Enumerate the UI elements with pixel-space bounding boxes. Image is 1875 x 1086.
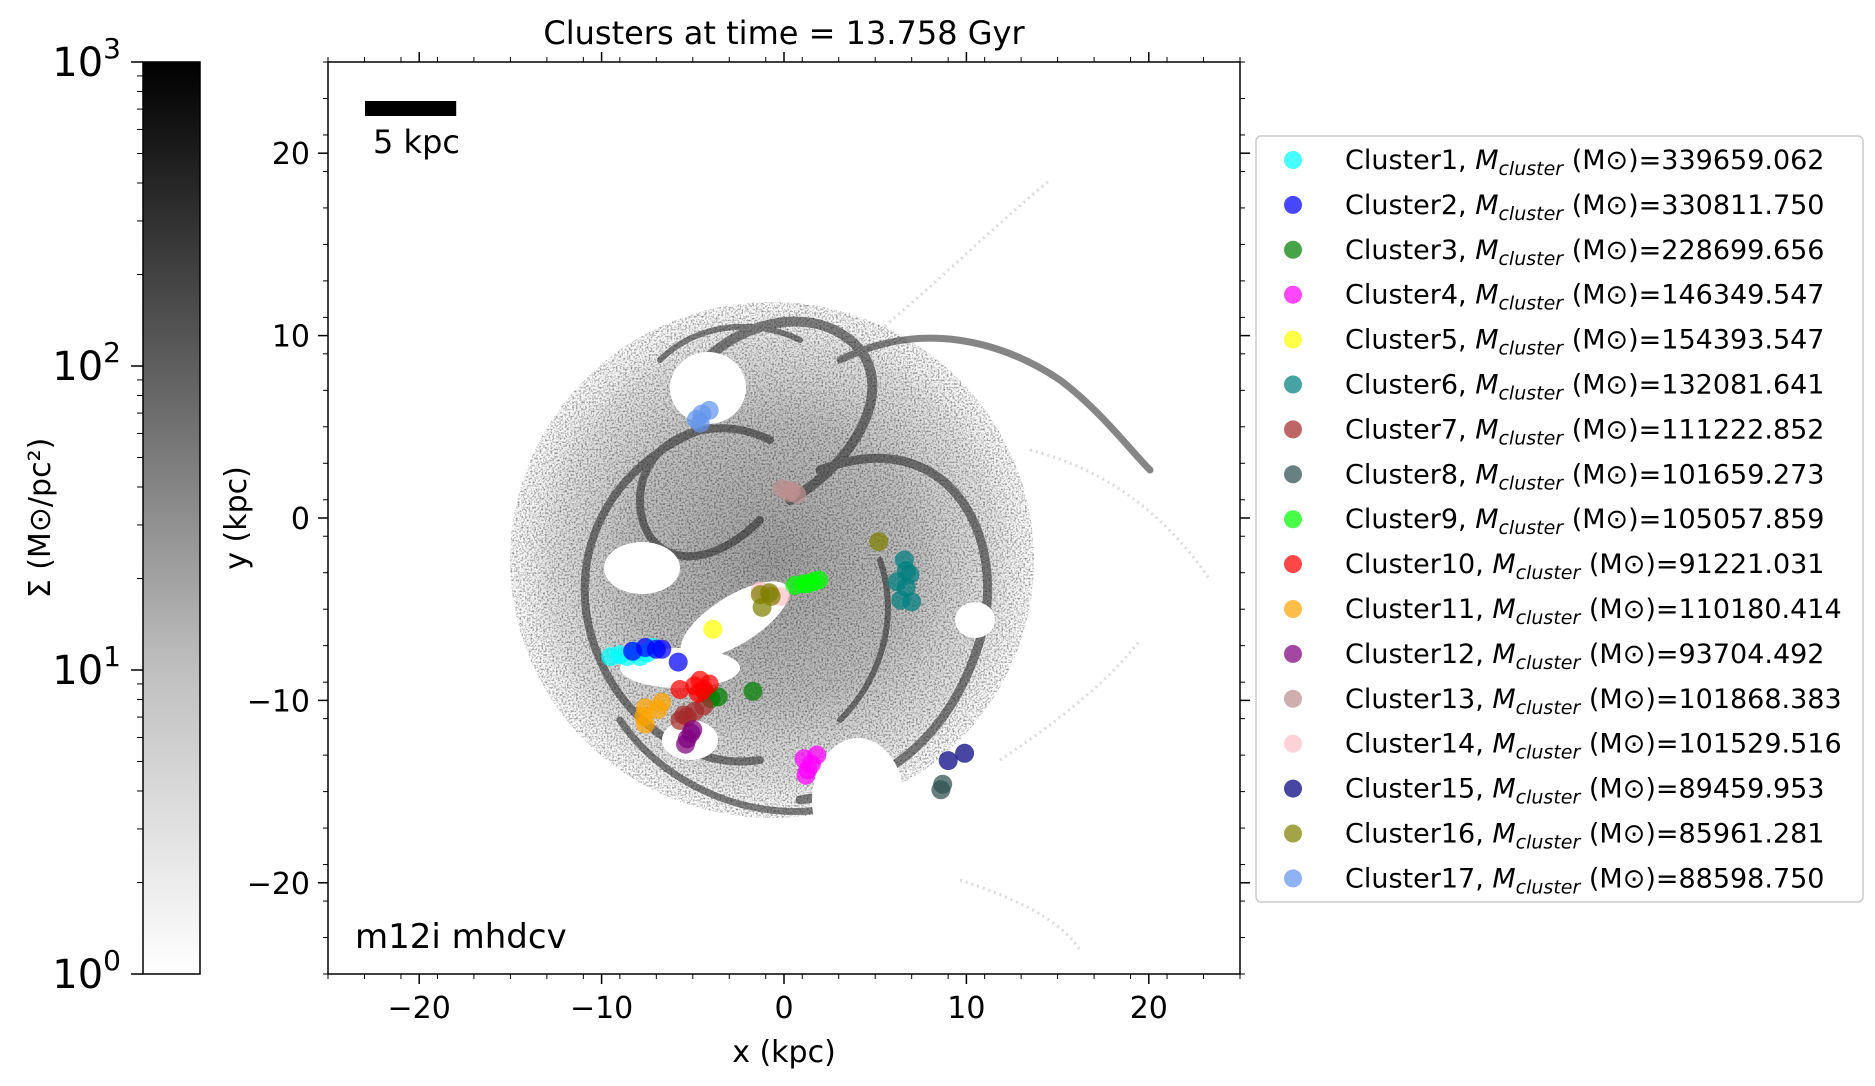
scale-bar-line <box>365 101 457 116</box>
y-axis-label: y (kpc) <box>219 466 254 570</box>
legend-marker-cluster13 <box>1284 689 1302 708</box>
legend-marker-cluster3 <box>1284 240 1302 259</box>
legend-marker-cluster5 <box>1284 330 1302 349</box>
legend-label-cluster7: Cluster7, Mcluster (M⊙)=111222.852 <box>1345 414 1825 449</box>
cluster-point-cluster10 <box>670 680 690 699</box>
legend-marker-cluster7 <box>1284 420 1302 439</box>
cluster-point-cluster6 <box>896 577 916 597</box>
cluster-point-cluster8 <box>933 774 953 794</box>
legend-label-cluster15: Cluster15, Mcluster (M⊙)=89459.953 <box>1345 774 1824 809</box>
legend-label-cluster5: Cluster5, Mcluster (M⊙)=154393.547 <box>1345 325 1825 360</box>
colorbar-tick-label: 102 <box>52 336 121 390</box>
x-axis-label: x (kpc) <box>732 1035 836 1070</box>
cluster-point-cluster9 <box>798 574 818 594</box>
legend-label-cluster3: Cluster3, Mcluster (M⊙)=228699.656 <box>1345 235 1825 270</box>
simulation-label: m12i mhdcv <box>355 917 567 957</box>
cluster-point-cluster4 <box>798 760 818 780</box>
y-tick-label: −20 <box>247 867 310 902</box>
legend-marker-cluster6 <box>1284 375 1302 394</box>
cluster-point-cluster2 <box>652 639 672 659</box>
legend-label-cluster11: Cluster11, Mcluster (M⊙)=110180.414 <box>1345 594 1842 629</box>
legend-marker-cluster2 <box>1284 195 1302 214</box>
legend-marker-cluster11 <box>1284 600 1302 618</box>
cluster-point-cluster4 <box>807 745 827 765</box>
legend-label-cluster1: Cluster1, Mcluster (M⊙)=339659.062 <box>1345 145 1825 180</box>
x-tick-label: 20 <box>1130 991 1168 1026</box>
legend-frame <box>1255 135 1864 903</box>
legend-marker-cluster17 <box>1284 869 1302 888</box>
cluster-point-cluster13 <box>781 481 801 501</box>
axis-ticks: −20 −10 0 10 20 −20 −10 0 10 20 <box>247 52 1250 1026</box>
legend-label-cluster12: Cluster12, Mcluster (M⊙)=93704.492 <box>1345 639 1824 674</box>
cluster-point-cluster12 <box>683 720 703 740</box>
legend-label-cluster14: Cluster14, Mcluster (M⊙)=101529.516 <box>1345 729 1842 764</box>
cluster-point-cluster7 <box>674 705 694 725</box>
legend-marker-cluster16 <box>1284 824 1302 843</box>
x-tick-label: 0 <box>774 991 793 1026</box>
y-tick-label: 0 <box>291 502 310 537</box>
legend-marker-cluster10 <box>1284 555 1302 574</box>
colorbar-tick-label: 103 <box>52 32 121 86</box>
cluster-points <box>601 400 975 800</box>
legend-marker-cluster14 <box>1284 734 1302 753</box>
chart-title: Clusters at time = 13.758 Gyr <box>543 14 1025 52</box>
legend-label-cluster8: Cluster8, Mcluster (M⊙)=101659.273 <box>1345 459 1825 494</box>
colorbar: 100 101 102 103 Σ (M⊙/pc²) <box>23 32 201 998</box>
x-tick-label: 10 <box>947 991 985 1026</box>
cluster-point-cluster3 <box>743 681 763 701</box>
legend-marker-cluster12 <box>1284 644 1302 663</box>
legend-label-cluster4: Cluster4, Mcluster (M⊙)=146349.547 <box>1345 280 1825 315</box>
colorbar-tick-label: 101 <box>52 640 121 694</box>
cluster-point-cluster16 <box>869 532 889 552</box>
y-tick-label: −10 <box>247 684 310 719</box>
legend-marker-cluster9 <box>1284 510 1302 529</box>
cluster-point-cluster17 <box>690 413 710 433</box>
legend-marker-cluster1 <box>1284 151 1302 169</box>
legend: Cluster1, Mcluster (M⊙)=339659.062 Cluste… <box>1255 135 1864 903</box>
x-tick-label: −10 <box>570 991 633 1026</box>
cluster-point-cluster16 <box>761 586 781 606</box>
legend-marker-cluster4 <box>1284 285 1302 304</box>
legend-label-cluster2: Cluster2, Mcluster (M⊙)=330811.750 <box>1345 190 1825 225</box>
scale-bar: 5 kpc <box>365 101 460 161</box>
cluster-point-cluster2 <box>668 652 688 672</box>
legend-marker-cluster15 <box>1284 779 1302 798</box>
cluster-point-cluster15 <box>955 743 975 763</box>
legend-label-cluster9: Cluster9, Mcluster (M⊙)=105057.859 <box>1345 504 1825 539</box>
colorbar-tick-label: 100 <box>52 944 121 998</box>
galaxy-density-map <box>510 178 1212 951</box>
legend-marker-cluster8 <box>1284 465 1302 484</box>
plot-area: 5 kpc m12i mhdcv <box>327 61 1241 975</box>
legend-label-cluster10: Cluster10, Mcluster (M⊙)=91221.031 <box>1345 549 1824 584</box>
y-tick-label: 20 <box>272 137 310 172</box>
legend-label-cluster16: Cluster16, Mcluster (M⊙)=85961.281 <box>1345 819 1824 854</box>
colorbar-ticks: 100 101 102 103 <box>52 32 143 998</box>
legend-items: Cluster1, Mcluster (M⊙)=339659.062 Cluste… <box>1284 145 1842 898</box>
colorbar-label: Σ (M⊙/pc²) <box>23 438 58 599</box>
cluster-point-cluster11 <box>652 692 672 712</box>
legend-label-cluster13: Cluster13, Mcluster (M⊙)=101868.383 <box>1345 684 1842 719</box>
legend-label-cluster6: Cluster6, Mcluster (M⊙)=132081.641 <box>1345 370 1825 405</box>
cluster-point-cluster10 <box>688 683 708 703</box>
cluster-point-cluster6 <box>902 592 922 612</box>
scale-bar-label: 5 kpc <box>373 123 460 161</box>
y-tick-label: 10 <box>272 320 310 355</box>
cluster-point-cluster5 <box>703 619 723 639</box>
colorbar-gradient <box>142 61 201 975</box>
cluster-point-cluster11 <box>635 714 655 734</box>
legend-label-cluster17: Cluster17, Mcluster (M⊙)=88598.750 <box>1345 863 1824 898</box>
cluster-point-cluster15 <box>938 751 958 771</box>
x-tick-label: −20 <box>388 991 451 1026</box>
